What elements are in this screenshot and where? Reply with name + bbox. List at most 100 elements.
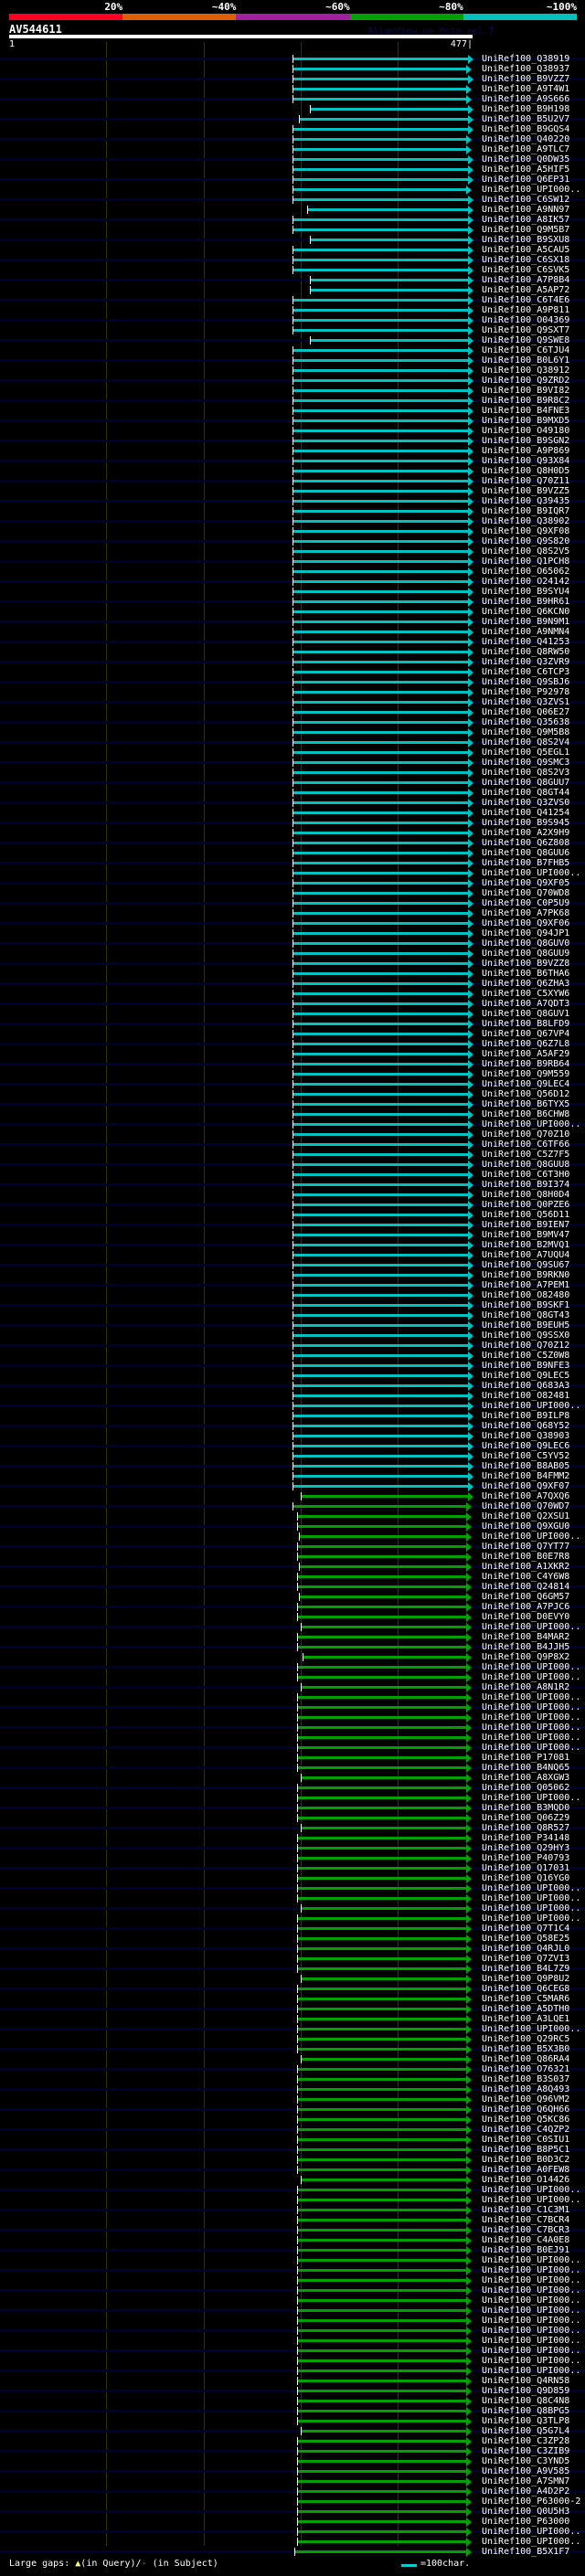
hit-label[interactable]: UniRef100_C7BCR4 (482, 2215, 570, 2225)
hit-label[interactable]: UniRef100_Q8GUV0 (482, 938, 570, 949)
hit-label[interactable]: UniRef100_Q9P8U2 (482, 1974, 570, 1984)
alignment-bar[interactable] (292, 409, 468, 412)
hit-label[interactable]: UniRef100_Q9XGU0 (482, 1521, 570, 1532)
hit-label[interactable]: UniRef100_Q9M559 (482, 1069, 570, 1079)
alignment-bar[interactable] (296, 2219, 466, 2221)
hit-label[interactable]: UniRef100_Q8S2V5 (482, 546, 570, 557)
hit-label[interactable]: UniRef100_UPI000.. (482, 2185, 581, 2195)
hit-label[interactable]: UniRef100_A0FEW8 (482, 2165, 570, 2175)
hit-label[interactable]: UniRef100_Q9LEC4 (482, 1079, 570, 1089)
hit-label[interactable]: UniRef100_UPI000.. (482, 1401, 581, 1411)
hit-label[interactable]: UniRef100_UPI000.. (482, 2275, 581, 2285)
alignment-bar[interactable] (296, 2520, 466, 2523)
hit-label[interactable]: UniRef100_Q9SMC3 (482, 758, 570, 768)
hit-label[interactable]: UniRef100_Q8H0D4 (482, 1190, 570, 1200)
alignment-bar[interactable] (296, 2279, 466, 2282)
alignment-bar[interactable] (292, 962, 468, 965)
hit-label[interactable]: UniRef100_Q0DW35 (482, 154, 570, 164)
hit-label[interactable]: UniRef100_Q8GUU6 (482, 848, 570, 858)
hit-label[interactable]: UniRef100_Q70WD7 (482, 1501, 570, 1511)
alignment-bar[interactable] (296, 2018, 466, 2020)
alignment-bar[interactable] (292, 1093, 468, 1096)
alignment-bar[interactable] (292, 520, 468, 523)
hit-label[interactable]: UniRef100_B9ILP8 (482, 1411, 570, 1421)
hit-label[interactable]: UniRef100_B9NFE3 (482, 1361, 570, 1371)
alignment-bar[interactable] (296, 1917, 466, 1920)
hit-label[interactable]: UniRef100_B8LFD9 (482, 1019, 570, 1029)
hit-label[interactable]: UniRef100_A9P811 (482, 305, 570, 315)
hit-label[interactable]: UniRef100_Q0PZE6 (482, 1200, 570, 1210)
alignment-bar[interactable] (296, 2239, 466, 2242)
alignment-bar[interactable] (292, 922, 468, 925)
alignment-bar[interactable] (296, 2480, 466, 2483)
alignment-bar[interactable] (300, 1977, 466, 1980)
alignment-bar[interactable] (292, 1113, 468, 1116)
alignment-bar[interactable] (292, 580, 468, 583)
alignment-bar[interactable] (296, 1515, 466, 1518)
hit-label[interactable]: UniRef100_Q06Z29 (482, 1813, 570, 1823)
hit-label[interactable]: UniRef100_UPI000.. (482, 2537, 581, 2547)
alignment-bar[interactable] (296, 1988, 466, 1990)
alignment-bar[interactable] (296, 2209, 466, 2211)
hit-label[interactable]: UniRef100_A7PK68 (482, 908, 570, 918)
alignment-bar[interactable] (292, 832, 468, 834)
alignment-bar[interactable] (310, 289, 468, 292)
alignment-bar[interactable] (296, 2199, 466, 2201)
alignment-bar[interactable] (292, 550, 468, 553)
hit-label[interactable]: UniRef100_Q8GUU8 (482, 1160, 570, 1170)
hit-label[interactable]: UniRef100_C4Y6W8 (482, 1572, 570, 1582)
hit-label[interactable]: UniRef100_Q9LEC5 (482, 1371, 570, 1381)
alignment-bar[interactable] (292, 1133, 468, 1136)
alignment-bar[interactable] (296, 1575, 466, 1578)
hit-label[interactable]: UniRef100_Q38937 (482, 64, 570, 74)
alignment-bar[interactable] (298, 1565, 466, 1568)
hit-label[interactable]: UniRef100_Q70Z10 (482, 1129, 570, 1140)
alignment-bar[interactable] (292, 771, 468, 774)
alignment-bar[interactable] (292, 480, 468, 482)
hit-label[interactable]: UniRef100_Q8GUU9 (482, 949, 570, 959)
hit-label[interactable]: UniRef100_UPI000.. (482, 2265, 581, 2275)
alignment-bar[interactable] (296, 1937, 466, 1940)
hit-label[interactable]: UniRef100_Q9M5B7 (482, 225, 570, 235)
hit-label[interactable]: UniRef100_C5XYW6 (482, 989, 570, 999)
hit-label[interactable]: UniRef100_C6TCP3 (482, 667, 570, 677)
alignment-bar[interactable] (294, 2550, 466, 2553)
alignment-bar[interactable] (296, 2249, 466, 2252)
alignment-bar[interactable] (292, 218, 468, 221)
hit-label[interactable]: UniRef100_A7QXQ6 (482, 1491, 570, 1501)
hit-label[interactable]: UniRef100_Q94JP1 (482, 928, 570, 938)
hit-label[interactable]: UniRef100_O82481 (482, 1391, 570, 1401)
alignment-bar[interactable] (296, 2450, 466, 2453)
hit-label[interactable]: UniRef100_P63000-2 (482, 2496, 581, 2507)
alignment-bar[interactable] (310, 279, 468, 281)
alignment-bar[interactable] (310, 239, 468, 241)
hit-label[interactable]: UniRef100_Q3ZVS1 (482, 697, 570, 707)
alignment-bar[interactable] (296, 2168, 466, 2171)
hit-label[interactable]: UniRef100_B4NQ65 (482, 1763, 570, 1773)
alignment-bar[interactable] (292, 309, 468, 312)
alignment-bar[interactable] (292, 1143, 468, 1146)
alignment-bar[interactable] (292, 1374, 468, 1377)
alignment-bar[interactable] (292, 570, 468, 573)
hit-label[interactable]: UniRef100_UPI000.. (482, 1723, 581, 1733)
hit-label[interactable]: UniRef100_Q9XF06 (482, 918, 570, 928)
hit-label[interactable]: UniRef100_Q7ZVI3 (482, 1954, 570, 1964)
alignment-bar[interactable] (300, 2058, 466, 2061)
alignment-bar[interactable] (296, 2269, 466, 2272)
hit-label[interactable]: UniRef100_UPI000.. (482, 2356, 581, 2366)
alignment-bar[interactable] (292, 992, 468, 995)
alignment-bar[interactable] (292, 1214, 468, 1216)
alignment-bar[interactable] (292, 1354, 468, 1357)
alignment-bar[interactable] (296, 2420, 466, 2422)
hit-label[interactable]: UniRef100_Q24814 (482, 1582, 570, 1592)
alignment-bar[interactable] (296, 1646, 466, 1648)
hit-label[interactable]: UniRef100_Q05062 (482, 1783, 570, 1793)
hit-label[interactable]: UniRef100_C7BCR3 (482, 2225, 570, 2235)
hit-label[interactable]: UniRef100_B2MVQ1 (482, 1240, 570, 1250)
alignment-bar[interactable] (296, 1636, 466, 1638)
alignment-bar[interactable] (296, 2339, 466, 2342)
hit-label[interactable]: UniRef100_Q6CEG8 (482, 1984, 570, 1994)
alignment-bar[interactable] (292, 912, 468, 915)
hit-label[interactable]: UniRef100_B3MQD0 (482, 1803, 570, 1813)
alignment-bar[interactable] (296, 2088, 466, 2091)
